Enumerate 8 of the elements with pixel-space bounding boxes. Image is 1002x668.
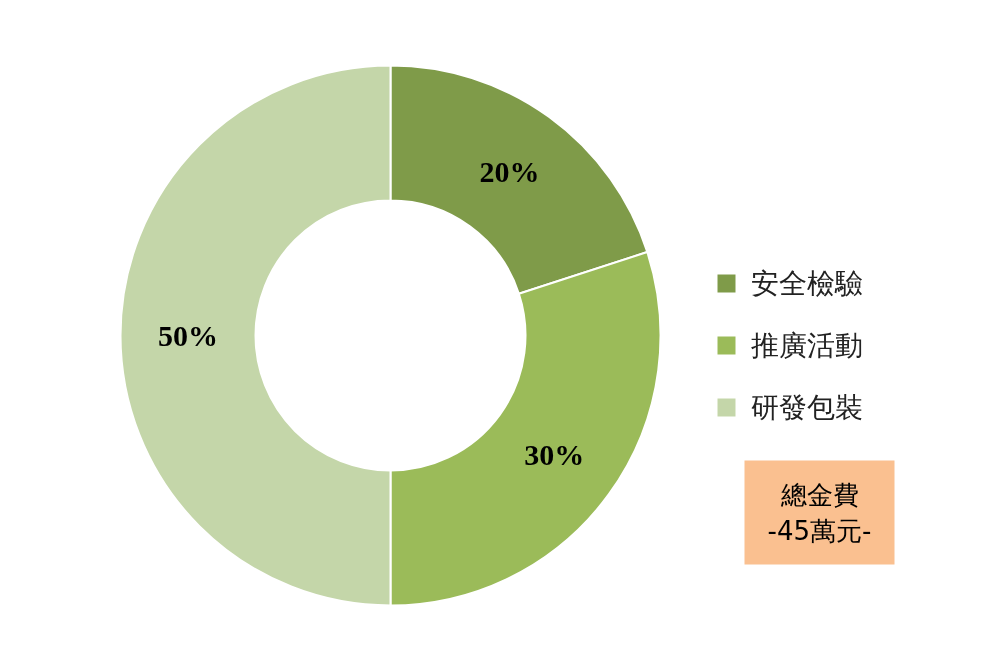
- text: 總金費: [779, 479, 859, 510]
- legend-label: 研發包裝: [750, 391, 863, 424]
- legend-label: 安全檢驗: [750, 267, 863, 300]
- text: -45萬元-: [767, 515, 872, 546]
- data-label: 50%: [158, 319, 218, 352]
- data-label: 20%: [479, 155, 540, 189]
- data-label: 30%: [524, 438, 585, 472]
- legend-label: 推廣活動: [750, 329, 863, 362]
